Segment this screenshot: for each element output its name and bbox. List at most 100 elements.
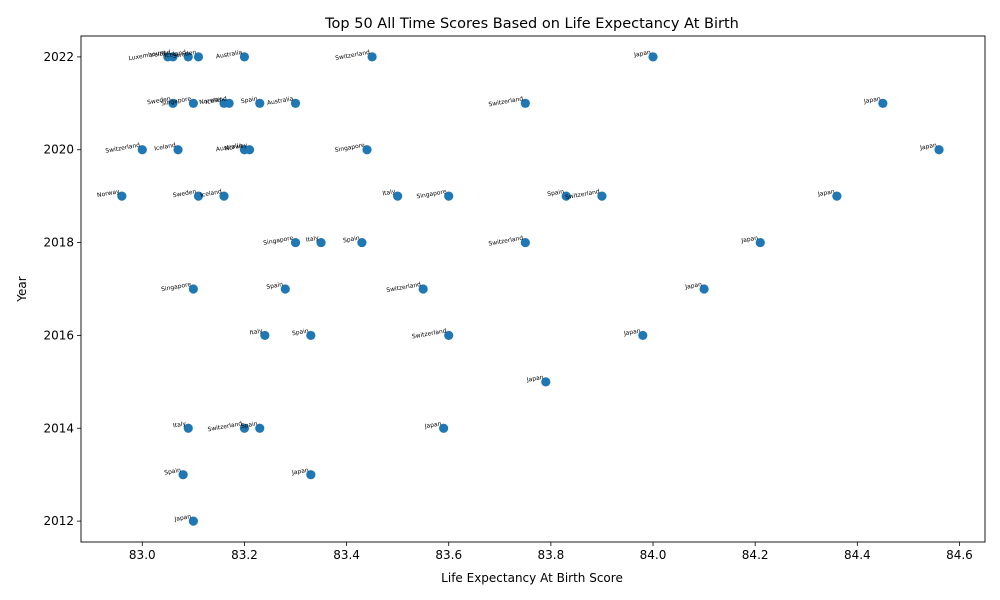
point-label: Switzerland	[411, 327, 447, 340]
point-label: Italy	[305, 235, 319, 244]
point-label: Singapore	[334, 142, 365, 154]
point-label: Australia	[215, 49, 243, 61]
x-tick-label: 84.0	[640, 548, 667, 562]
point-label: Switzerland	[207, 420, 243, 433]
y-tick-label: 2012	[43, 514, 74, 528]
point-label: Iceland	[205, 95, 228, 106]
point-label: Spain	[266, 281, 284, 291]
point-label: Singapore	[161, 281, 192, 293]
data-point	[755, 237, 765, 248]
y-tick-label: 2016	[43, 328, 74, 342]
data-point	[168, 52, 178, 62]
x-axis: 83.0 83.2 83.4 83.6 83.8 84.0 84.2 84.4 84.6	[129, 542, 973, 562]
point-label: Japan	[863, 95, 882, 105]
data-point	[648, 52, 658, 62]
point-label: Spain	[547, 188, 565, 198]
point-label: Japan	[919, 142, 938, 152]
data-point	[137, 145, 147, 155]
point-label: Italy	[249, 327, 263, 336]
point-label: Spain	[291, 327, 309, 337]
data-point	[188, 284, 198, 294]
data-point	[561, 191, 571, 201]
data-point	[832, 191, 842, 201]
x-tick-label: 83.0	[129, 548, 156, 562]
point-label: Switzerland	[488, 235, 524, 248]
data-point	[219, 191, 229, 201]
data-point	[520, 98, 530, 108]
point-label: Japan	[740, 235, 759, 245]
data-point	[183, 423, 193, 433]
data-point	[188, 98, 198, 108]
y-tick-label: 2020	[43, 143, 74, 157]
x-axis-label: Life Expectancy At Birth Score	[441, 571, 623, 585]
data-point	[878, 98, 888, 108]
data-point	[439, 423, 449, 433]
x-tick-label: 83.8	[538, 548, 565, 562]
point-label: Iceland	[164, 49, 187, 60]
data-point	[255, 98, 265, 108]
point-label: Iceland	[154, 142, 177, 153]
point-label: Ireland	[150, 49, 172, 60]
data-point	[306, 330, 316, 341]
data-point	[638, 330, 648, 341]
point-label: Spain	[240, 95, 258, 105]
data-point	[173, 145, 183, 155]
point-label: Norway	[199, 95, 223, 106]
data-point	[255, 423, 265, 433]
point-label: Sweden	[172, 49, 197, 60]
data-point	[597, 191, 607, 201]
point-label: Switzerland	[105, 142, 141, 155]
point-label: Spain	[164, 467, 182, 477]
plot-frame	[80, 35, 986, 543]
data-point	[178, 470, 188, 480]
data-point	[244, 145, 255, 155]
x-tick-label: 84.4	[844, 548, 871, 562]
point-label: Norway	[224, 142, 248, 153]
data-point	[290, 237, 301, 248]
point-label: Japan	[817, 188, 836, 198]
point-label: Switzerland	[565, 188, 601, 201]
data-point	[444, 191, 454, 201]
y-axis: 2012 2014 2016 2018 2020 2022	[43, 50, 81, 528]
data-point	[193, 191, 204, 201]
point-label: Spain	[343, 235, 361, 245]
data-point	[520, 237, 530, 248]
data-point	[699, 284, 709, 294]
x-tick-label: 84.2	[742, 548, 769, 562]
data-point	[239, 423, 250, 433]
chart-title: Top 50 All Time Scores Based on Life Exp…	[324, 16, 739, 32]
data-point	[393, 191, 403, 201]
point-label: Australia	[215, 142, 243, 154]
data-point	[444, 330, 454, 341]
data-point	[418, 284, 428, 294]
y-tick-label: 2014	[43, 421, 74, 435]
point-label: Norway	[97, 188, 121, 199]
point-label: Japan	[633, 49, 652, 59]
point-label: Japan	[684, 281, 703, 291]
point-label: Singapore	[416, 188, 447, 200]
data-point	[193, 52, 204, 62]
data-point	[239, 52, 250, 62]
y-tick-label: 2022	[43, 50, 74, 64]
x-tick-label: 83.6	[435, 548, 462, 562]
data-point	[934, 145, 944, 155]
point-label: Australia	[266, 95, 294, 107]
point-label: Iceland	[200, 188, 223, 199]
point-label: Switzerland	[488, 95, 524, 108]
data-point	[362, 145, 372, 155]
point-label: Italy	[173, 420, 187, 429]
data-point	[316, 237, 326, 248]
x-tick-label: 83.4	[333, 548, 360, 562]
data-point	[188, 516, 198, 526]
data-point	[367, 52, 377, 62]
point-label: Singapore	[263, 235, 294, 247]
point-label: Switzerland	[335, 49, 371, 62]
y-tick-label: 2018	[43, 236, 74, 250]
point-label: Japan	[290, 467, 309, 477]
point-label: Japan	[423, 420, 442, 430]
point-label: Japan	[173, 513, 192, 523]
data-point	[541, 377, 551, 387]
